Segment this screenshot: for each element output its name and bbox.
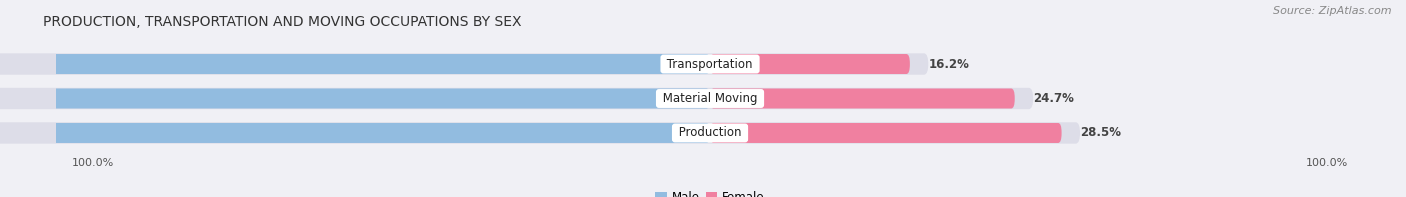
Text: 28.5%: 28.5% [1080,126,1121,139]
Text: Source: ZipAtlas.com: Source: ZipAtlas.com [1274,6,1392,16]
Text: PRODUCTION, TRANSPORTATION AND MOVING OCCUPATIONS BY SEX: PRODUCTION, TRANSPORTATION AND MOVING OC… [44,15,522,29]
Text: Material Moving: Material Moving [659,92,761,105]
FancyBboxPatch shape [0,122,1080,144]
FancyBboxPatch shape [0,53,928,75]
FancyBboxPatch shape [0,88,710,109]
FancyBboxPatch shape [710,54,910,74]
FancyBboxPatch shape [0,88,1033,109]
Text: Production: Production [675,126,745,139]
Text: Transportation: Transportation [664,58,756,71]
FancyBboxPatch shape [710,123,1062,143]
FancyBboxPatch shape [0,54,710,74]
Text: 24.7%: 24.7% [1033,92,1074,105]
Legend: Male, Female: Male, Female [651,186,769,197]
FancyBboxPatch shape [0,123,710,143]
Text: 16.2%: 16.2% [928,58,969,71]
FancyBboxPatch shape [710,88,1015,109]
